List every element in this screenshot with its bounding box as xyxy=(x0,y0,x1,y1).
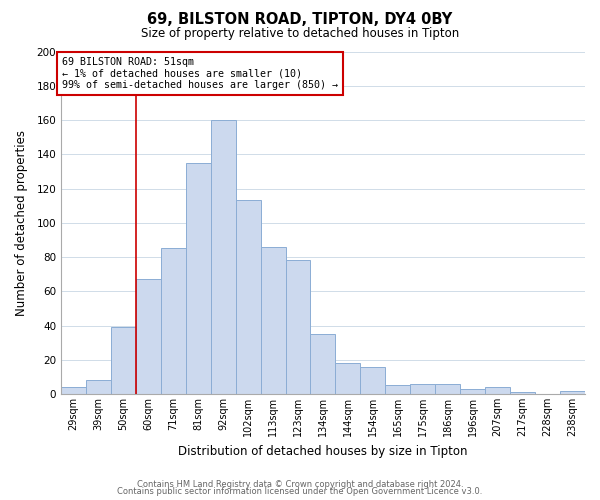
Bar xyxy=(385,386,410,394)
Bar xyxy=(485,387,510,394)
Bar xyxy=(111,327,136,394)
Text: Contains HM Land Registry data © Crown copyright and database right 2024.: Contains HM Land Registry data © Crown c… xyxy=(137,480,463,489)
Bar xyxy=(560,390,585,394)
Bar xyxy=(361,366,385,394)
Bar xyxy=(286,260,310,394)
Bar xyxy=(310,334,335,394)
X-axis label: Distribution of detached houses by size in Tipton: Distribution of detached houses by size … xyxy=(178,444,468,458)
Bar xyxy=(236,200,260,394)
Bar xyxy=(260,246,286,394)
Bar xyxy=(510,392,535,394)
Bar xyxy=(61,387,86,394)
Text: Size of property relative to detached houses in Tipton: Size of property relative to detached ho… xyxy=(141,28,459,40)
Y-axis label: Number of detached properties: Number of detached properties xyxy=(15,130,28,316)
Bar xyxy=(410,384,435,394)
Bar xyxy=(211,120,236,394)
Text: Contains public sector information licensed under the Open Government Licence v3: Contains public sector information licen… xyxy=(118,487,482,496)
Bar xyxy=(435,384,460,394)
Bar xyxy=(335,363,361,394)
Text: 69 BILSTON ROAD: 51sqm
← 1% of detached houses are smaller (10)
99% of semi-deta: 69 BILSTON ROAD: 51sqm ← 1% of detached … xyxy=(62,56,338,90)
Bar xyxy=(161,248,186,394)
Bar xyxy=(460,389,485,394)
Bar xyxy=(186,163,211,394)
Bar xyxy=(86,380,111,394)
Text: 69, BILSTON ROAD, TIPTON, DY4 0BY: 69, BILSTON ROAD, TIPTON, DY4 0BY xyxy=(148,12,452,28)
Bar xyxy=(136,280,161,394)
